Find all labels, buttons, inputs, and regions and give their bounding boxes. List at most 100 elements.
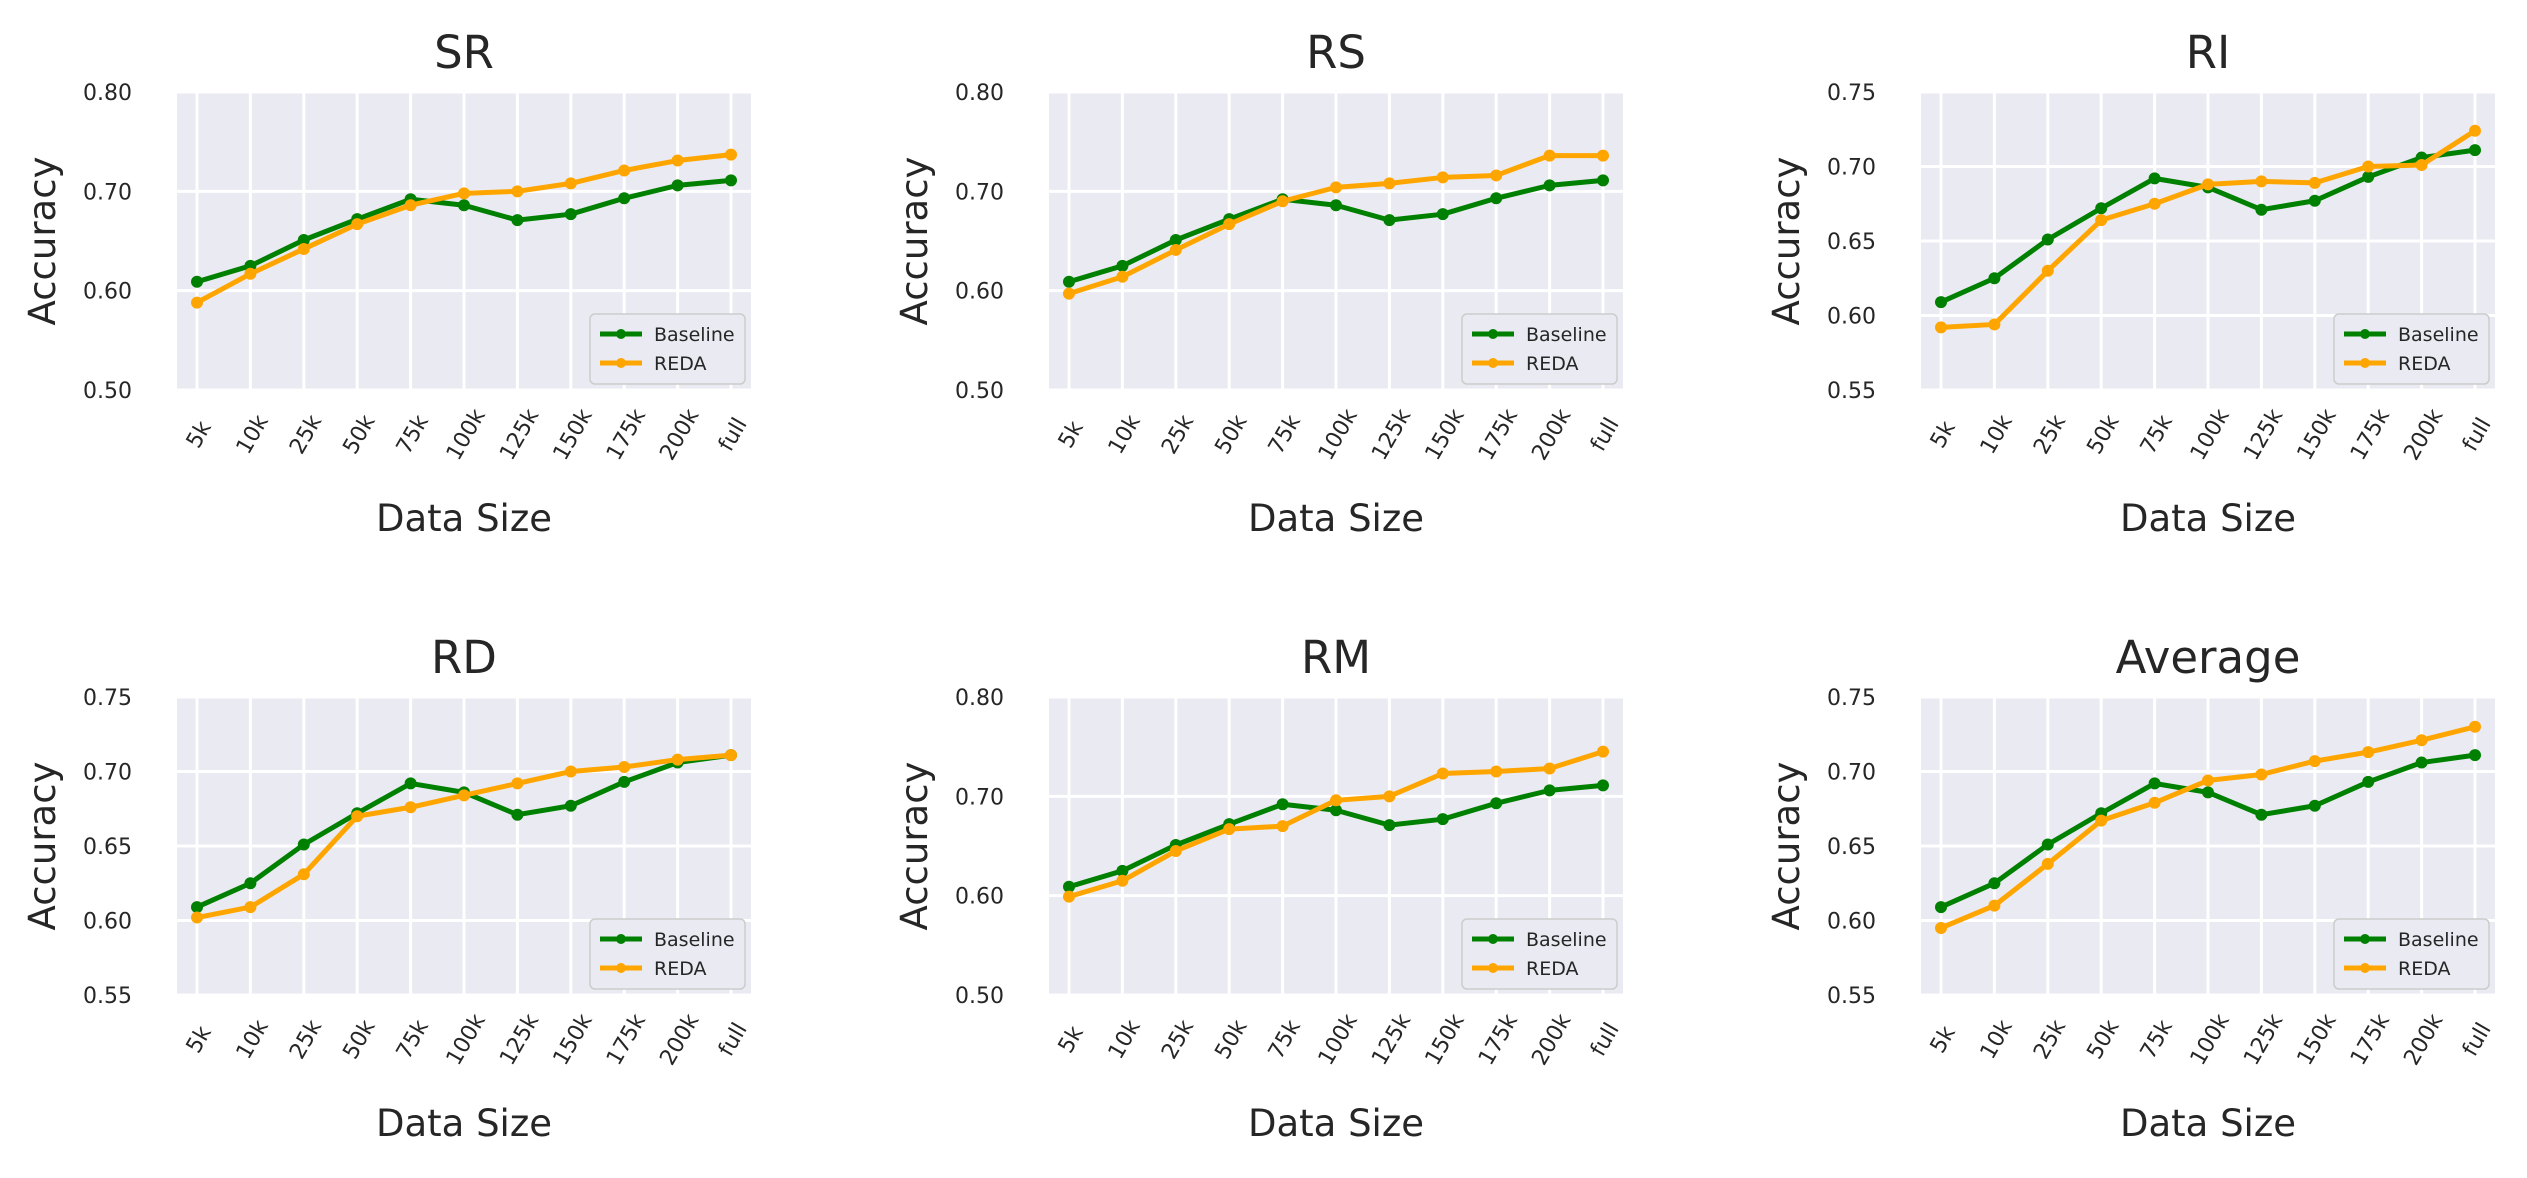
data-point-baseline [2308,799,2321,812]
x-tick-label: full [1586,414,1625,456]
data-point-reda [244,267,257,280]
legend: Baseline REDA [589,313,746,385]
x-tick-label: 125k [1367,1010,1416,1070]
data-point-baseline [1988,272,2001,285]
y-tick-label: 0.70 [1827,761,1876,786]
legend-label-baseline: Baseline [1526,929,1607,951]
data-point-reda [1935,921,1947,934]
x-tick-label: full [1586,1019,1625,1061]
chart-panel-rs: 0.50 0.60 0.70 0.80 5k 10k 25k 50k 75k 100k 125k 15… [893,26,1625,540]
data-point-reda [1490,169,1503,182]
data-point-reda [2415,734,2428,747]
x-tick-label: 5k [182,417,217,453]
y-tick-label: 0.70 [1827,156,1876,181]
data-point-reda [1116,270,1129,283]
y-tick-label: 0.60 [83,910,132,935]
data-point-baseline [2255,203,2268,216]
data-point-reda [511,185,524,198]
y-tick-label: 0.60 [1827,910,1876,935]
data-point-reda [1935,321,1947,334]
data-point-baseline [564,799,577,812]
data-point-reda [1436,767,1449,780]
legend-marker-baseline [616,329,626,339]
y-tick-label: 0.80 [955,686,1004,711]
y-tick-label: 0.65 [1827,230,1876,255]
legend-label-baseline: Baseline [1526,324,1607,346]
x-tick-label: 150k [1421,1010,1470,1070]
y-axis-label: Accuracy [893,762,936,931]
data-point-reda [2148,197,2161,210]
data-point-baseline [1330,804,1342,817]
x-tick-label: 175k [602,1010,651,1070]
data-point-baseline [2415,756,2428,769]
data-point-reda [351,218,364,231]
y-tick-label: 0.75 [1827,81,1876,106]
x-tick-label: full [714,1019,753,1061]
data-point-baseline [1543,784,1556,797]
data-point-reda [2202,774,2214,787]
data-point-reda [244,901,257,914]
data-point-baseline [618,775,631,788]
data-point-baseline [2308,194,2321,207]
data-point-reda [1597,745,1609,758]
legend-marker-reda [1488,963,1498,973]
data-point-baseline [511,808,524,821]
data-point-baseline [564,208,577,221]
legend-label-baseline: Baseline [654,324,735,346]
data-point-baseline [725,174,737,187]
x-tick-label: 150k [549,405,598,465]
data-point-reda [1223,218,1236,231]
x-tick-label: 75k [1264,1016,1306,1064]
x-tick-label: 50k [2083,411,2125,459]
legend-label-reda: REDA [1526,958,1579,980]
x-tick-label: full [2458,1019,2497,1061]
data-point-baseline [1597,174,1609,187]
data-point-reda [404,199,417,212]
y-tick-label: 0.60 [955,280,1004,305]
x-axis-label: Data Size [376,497,552,540]
legend: Baseline REDA [2333,918,2490,990]
legend-marker-baseline [2360,329,2370,339]
y-tick-label: 0.80 [83,81,132,106]
x-tick-label: full [2458,414,2497,456]
data-point-reda [1116,874,1129,887]
x-tick-label: 100k [1314,1010,1363,1070]
data-point-reda [2095,814,2108,827]
data-point-reda [191,296,203,309]
x-tick-label: 150k [2293,405,2342,465]
data-point-baseline [1490,192,1503,205]
data-point-reda [564,765,577,778]
x-tick-label: 200k [655,1010,704,1070]
data-point-baseline [2255,808,2268,821]
y-tick-label: 0.55 [1827,984,1876,1009]
y-tick-label: 0.55 [83,984,132,1009]
y-axis-label: Accuracy [1765,157,1808,326]
chart-panel-average: 0.55 0.60 0.65 0.70 0.75 5k 10k 25k 50k 75k 100k 12… [1765,631,2497,1145]
y-tick-label: 0.65 [83,835,132,860]
data-point-reda [1436,171,1449,184]
data-point-baseline [1988,877,2001,890]
data-point-reda [1490,765,1503,778]
x-tick-label: 25k [285,411,327,459]
data-point-reda [458,187,470,200]
data-point-reda [1223,823,1236,836]
legend-label-reda: REDA [654,958,707,980]
data-point-reda [2148,796,2161,809]
data-point-reda [2362,746,2375,759]
data-point-baseline [2362,170,2375,183]
legend: Baseline REDA [2333,313,2490,385]
y-tick-label: 0.55 [1827,379,1876,404]
x-tick-label: 200k [1527,405,1576,465]
legend-marker-baseline [2360,934,2370,944]
x-tick-label: 175k [2346,405,2395,465]
legend-label-baseline: Baseline [2398,324,2479,346]
data-point-baseline [1935,901,1947,914]
y-axis-label: Accuracy [21,762,64,931]
x-tick-label: 200k [655,405,704,465]
chart-panel-ri: 0.55 0.60 0.65 0.70 0.75 5k 10k 25k 50k 75k 100k 12… [1765,26,2497,540]
x-tick-label: 25k [1157,1016,1199,1064]
y-tick-label: 0.60 [1827,305,1876,330]
data-point-reda [618,164,631,177]
x-tick-label: 125k [495,405,544,465]
data-point-baseline [1543,179,1556,192]
